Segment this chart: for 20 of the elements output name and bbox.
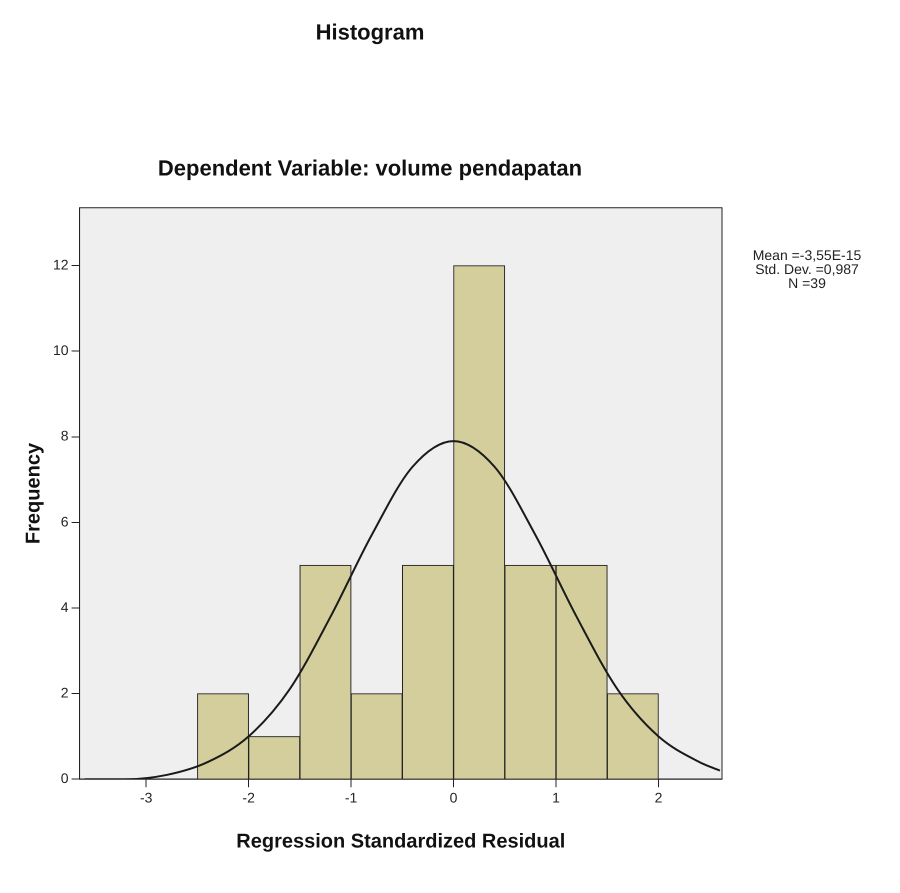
y-tick-label: 2 bbox=[60, 684, 69, 700]
chart-title: Histogram bbox=[316, 19, 424, 44]
y-tick-label: 12 bbox=[52, 256, 69, 272]
chart-subtitle: Dependent Variable: volume pendapatan bbox=[158, 156, 582, 181]
x-axis-title: Regression Standardized Residual bbox=[236, 830, 566, 853]
x-tick-label: -1 bbox=[344, 789, 358, 806]
x-tick-label: 1 bbox=[552, 789, 560, 806]
y-tick-label: 8 bbox=[60, 428, 69, 444]
text: N =39 bbox=[788, 274, 826, 291]
y-tick-label: 10 bbox=[52, 342, 69, 358]
y-tick-label: 4 bbox=[60, 598, 69, 615]
x-tick-label: -2 bbox=[242, 789, 256, 806]
x-tick-label: 2 bbox=[654, 789, 663, 806]
x-tick-label: 0 bbox=[450, 789, 458, 806]
y-tick-label: 6 bbox=[60, 513, 69, 530]
text: Std. Dev. =0,987 bbox=[755, 260, 860, 277]
y-axis-title: Frequency bbox=[22, 442, 45, 544]
y-tick-label: 0 bbox=[60, 770, 69, 786]
text: Mean =-3,55E-15 bbox=[752, 246, 862, 263]
x-tick-label: -3 bbox=[140, 789, 153, 806]
